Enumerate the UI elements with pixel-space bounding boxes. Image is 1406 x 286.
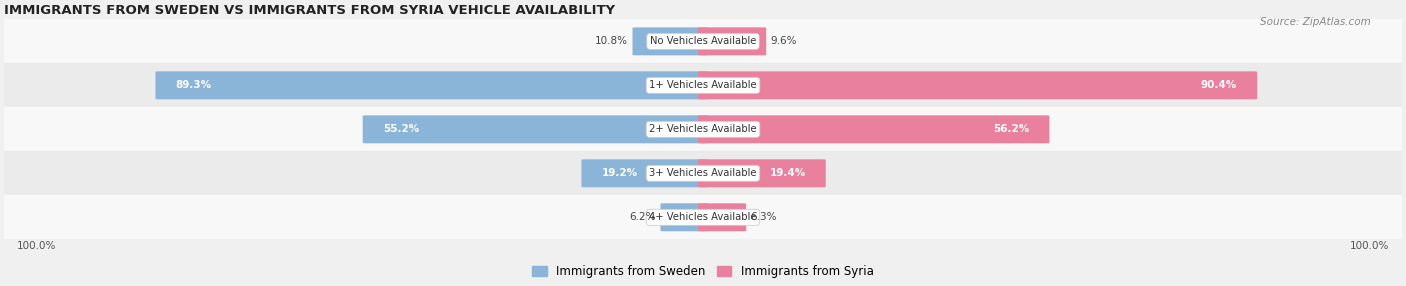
Legend: Immigrants from Sweden, Immigrants from Syria: Immigrants from Sweden, Immigrants from … xyxy=(529,262,877,282)
Text: 1+ Vehicles Available: 1+ Vehicles Available xyxy=(650,80,756,90)
Text: 2+ Vehicles Available: 2+ Vehicles Available xyxy=(650,124,756,134)
FancyBboxPatch shape xyxy=(156,72,707,99)
FancyBboxPatch shape xyxy=(699,27,766,55)
FancyBboxPatch shape xyxy=(633,27,707,55)
Bar xyxy=(4,107,1402,151)
Text: 55.2%: 55.2% xyxy=(382,124,419,134)
Text: 100.0%: 100.0% xyxy=(17,241,56,251)
FancyBboxPatch shape xyxy=(699,72,1257,99)
Text: 9.6%: 9.6% xyxy=(770,36,797,46)
FancyBboxPatch shape xyxy=(363,115,707,143)
Text: 10.8%: 10.8% xyxy=(595,36,628,46)
FancyBboxPatch shape xyxy=(699,203,747,231)
FancyBboxPatch shape xyxy=(699,115,1049,143)
Bar xyxy=(4,195,1402,239)
FancyBboxPatch shape xyxy=(582,159,707,187)
Text: IMMIGRANTS FROM SWEDEN VS IMMIGRANTS FROM SYRIA VEHICLE AVAILABILITY: IMMIGRANTS FROM SWEDEN VS IMMIGRANTS FRO… xyxy=(4,4,616,17)
Text: 19.2%: 19.2% xyxy=(602,168,638,178)
Text: 6.3%: 6.3% xyxy=(751,212,778,222)
Text: Source: ZipAtlas.com: Source: ZipAtlas.com xyxy=(1260,17,1371,27)
Text: 3+ Vehicles Available: 3+ Vehicles Available xyxy=(650,168,756,178)
Text: No Vehicles Available: No Vehicles Available xyxy=(650,36,756,46)
FancyBboxPatch shape xyxy=(661,203,707,231)
Text: 100.0%: 100.0% xyxy=(1350,241,1389,251)
Text: 4+ Vehicles Available: 4+ Vehicles Available xyxy=(650,212,756,222)
Text: 19.4%: 19.4% xyxy=(769,168,806,178)
Bar xyxy=(4,19,1402,63)
Bar xyxy=(4,151,1402,195)
Text: 89.3%: 89.3% xyxy=(176,80,212,90)
FancyBboxPatch shape xyxy=(699,159,825,187)
Text: 90.4%: 90.4% xyxy=(1201,80,1237,90)
Text: 6.2%: 6.2% xyxy=(630,212,657,222)
Bar xyxy=(4,63,1402,107)
Text: 56.2%: 56.2% xyxy=(993,124,1029,134)
